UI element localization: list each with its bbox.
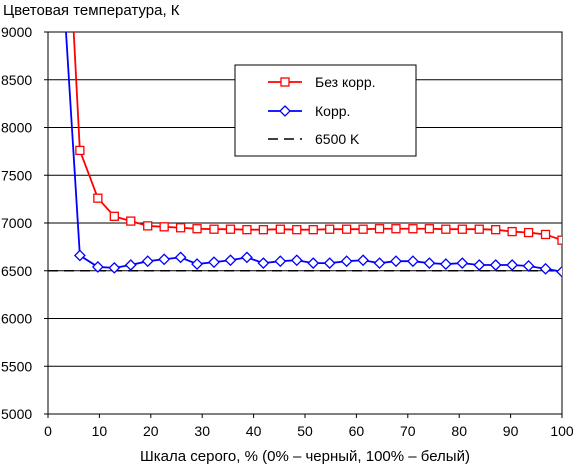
data-point <box>174 251 187 264</box>
legend-label: Корр. <box>315 103 350 119</box>
data-point <box>489 259 502 271</box>
y-tick-label: 9000 <box>1 24 32 40</box>
data-point <box>159 222 169 232</box>
data-point <box>292 225 302 235</box>
data-point <box>124 259 137 271</box>
data-point <box>373 257 386 270</box>
data-point <box>539 262 552 275</box>
data-point <box>275 224 285 234</box>
data-point <box>441 224 451 234</box>
data-point <box>374 224 385 234</box>
data-point <box>91 261 104 273</box>
data-point <box>358 224 368 234</box>
data-point <box>208 256 220 269</box>
data-point <box>240 251 253 264</box>
data-point <box>323 257 336 270</box>
data-point <box>75 145 85 156</box>
data-point <box>325 224 335 234</box>
y-tick-label: 7500 <box>1 167 32 183</box>
data-point <box>290 254 303 267</box>
data-point <box>73 249 86 262</box>
y-tick-label: 7000 <box>1 215 32 231</box>
data-point <box>408 224 418 234</box>
data-point <box>209 224 219 234</box>
x-tick-label: 40 <box>246 423 262 439</box>
series-layer <box>48 32 562 278</box>
data-point <box>258 225 269 235</box>
x-tick-label: 100 <box>550 423 573 439</box>
data-point <box>456 257 469 270</box>
data-point <box>540 229 551 240</box>
data-point <box>192 224 202 234</box>
data-point <box>423 257 436 270</box>
y-tick-label: 6000 <box>1 311 32 327</box>
x-tick-label: 90 <box>503 423 519 439</box>
data-point <box>391 224 401 234</box>
data-point <box>109 211 119 221</box>
data-point <box>175 223 186 233</box>
data-point <box>457 224 467 234</box>
legend-label: 6500 K <box>315 131 360 147</box>
x-tick-label: 60 <box>349 423 365 439</box>
data-point <box>523 227 534 238</box>
x-axis-title: Шкала серого, % (0% – черный, 100% – бел… <box>140 448 470 465</box>
legend-marker <box>279 105 291 117</box>
x-tick-label: 80 <box>451 423 467 439</box>
data-point <box>557 235 562 245</box>
y-tick-label: 8500 <box>1 72 32 88</box>
data-point <box>93 193 103 203</box>
x-tick-label: 70 <box>400 423 416 439</box>
x-tick-label: 30 <box>194 423 210 439</box>
data-point <box>158 253 171 266</box>
x-tick-label: 50 <box>297 423 313 439</box>
legend-box <box>234 64 417 157</box>
data-point <box>242 225 252 235</box>
data-point <box>191 258 203 270</box>
y-tick-label: 6500 <box>1 263 32 279</box>
y-tick-label: 8000 <box>1 120 32 136</box>
data-point <box>407 255 419 268</box>
data-point <box>340 255 353 268</box>
data-point <box>390 255 402 268</box>
data-point <box>307 257 320 270</box>
legend-label: Без корр. <box>315 74 376 90</box>
series-0 <box>72 32 562 245</box>
y-tick-label: 5500 <box>1 358 32 374</box>
data-point <box>341 224 352 234</box>
data-point <box>225 224 236 234</box>
data-point <box>507 226 517 237</box>
data-point <box>274 255 287 268</box>
data-point <box>357 254 370 267</box>
data-point <box>424 224 435 234</box>
y-tick-label: 5000 <box>1 406 32 422</box>
data-point <box>308 225 318 235</box>
data-point <box>473 259 486 271</box>
data-point <box>474 224 484 234</box>
data-point <box>141 255 154 268</box>
x-tick-label: 0 <box>44 423 52 439</box>
x-tick-label: 10 <box>92 423 108 439</box>
data-point <box>224 254 237 267</box>
x-tick-label: 20 <box>143 423 159 439</box>
data-point <box>556 265 562 278</box>
data-point <box>522 260 535 272</box>
data-point <box>491 225 501 235</box>
axis-ticks: 5000 5500 6000 6500 7000 7500 8000 8500 9000 0 10 2… <box>1 24 573 439</box>
legend: Без корр. Корр. 6500 K <box>234 64 417 157</box>
data-point <box>439 258 452 270</box>
series-1 <box>65 32 562 278</box>
data-point <box>126 216 136 226</box>
data-point <box>143 221 153 231</box>
y-axis-title: Цветовая температура, К <box>3 2 180 19</box>
data-point <box>257 257 270 270</box>
data-point <box>108 261 121 274</box>
legend-marker <box>280 77 290 87</box>
data-point <box>506 259 519 271</box>
